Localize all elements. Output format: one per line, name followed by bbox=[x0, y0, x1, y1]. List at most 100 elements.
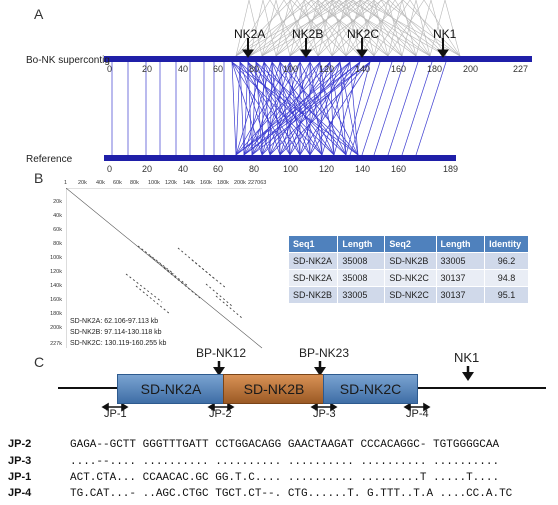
marker-nk2c: NK2C bbox=[347, 27, 380, 41]
synteny-link bbox=[247, 61, 347, 156]
panel-a-letter: A bbox=[34, 6, 44, 22]
table-cell: 33005 bbox=[436, 252, 486, 270]
synteny-plot bbox=[104, 0, 532, 161]
dot-xtick: 140k bbox=[183, 180, 195, 186]
alignment-row: JP-4 TG.CAT...- ..AGC.CTGC TGCT.CT--. CTG… bbox=[8, 487, 512, 500]
synteny-link bbox=[279, 61, 371, 156]
bottom-tick: 0 bbox=[107, 164, 113, 174]
table-cell: 30137 bbox=[436, 286, 486, 304]
top-contig-label: Bo-NK supercontig bbox=[26, 55, 110, 66]
top-tick: 40 bbox=[178, 64, 189, 74]
dot-segment bbox=[205, 283, 233, 307]
dot-xtick: 60k bbox=[113, 180, 122, 186]
alignment-row: JP-3 ....--.... .......... .......... ...… bbox=[8, 455, 499, 468]
synteny-link bbox=[309, 61, 371, 156]
reference-label: Reference bbox=[26, 154, 73, 165]
top-tick: 0 bbox=[107, 64, 113, 74]
table-cell: SD-NK2C bbox=[384, 286, 437, 304]
alignment-row: JP-2 GAGA--GCTT GGGTTTGATT CCTGGACAGG GAA… bbox=[8, 438, 499, 451]
top-tick: 60 bbox=[213, 64, 224, 74]
row-name: JP-1 bbox=[8, 471, 32, 483]
bottom-tick: 20 bbox=[142, 164, 153, 174]
dot-plot bbox=[66, 188, 263, 349]
top-tick: 227 bbox=[513, 64, 529, 74]
th-identity: Identity bbox=[484, 236, 529, 253]
table-cell: SD-NK2A bbox=[289, 269, 339, 287]
table-row: SD-NK2A 35008 SD-NK2B 33005 96.2 bbox=[289, 252, 529, 270]
self-alignment-line bbox=[331, 0, 403, 57]
dot-segment bbox=[191, 259, 227, 289]
bottom-tick: 80 bbox=[249, 164, 260, 174]
synteny-link bbox=[269, 61, 331, 156]
dot-ytick: 180k bbox=[50, 311, 62, 317]
self-alignment-line bbox=[317, 0, 389, 57]
self-alignment-line bbox=[331, 0, 361, 57]
dot-ytick: 20k bbox=[53, 199, 62, 205]
table-row: SD-NK2A 35008 SD-NK2C 30137 94.8 bbox=[289, 269, 529, 287]
marker-nk2b: NK2B bbox=[292, 27, 324, 41]
synteny-link bbox=[243, 61, 273, 156]
jp2-label: JP-2 bbox=[209, 408, 232, 420]
bottom-tick: 160 bbox=[391, 164, 407, 174]
synteny-link bbox=[243, 61, 361, 156]
dot-xtick: 20k bbox=[78, 180, 87, 186]
self-alignment-line bbox=[373, 0, 447, 57]
synteny-link bbox=[279, 61, 311, 156]
self-alignment-line bbox=[345, 0, 417, 57]
self-alignment-line bbox=[261, 0, 291, 57]
self-alignment-line bbox=[249, 0, 277, 57]
synteny-link bbox=[269, 61, 361, 156]
synteny-link bbox=[251, 61, 371, 156]
synteny-link bbox=[235, 61, 291, 156]
th-seq1: Seq1 bbox=[289, 236, 339, 253]
synteny-link bbox=[373, 61, 405, 156]
th-length2: Length bbox=[436, 236, 486, 253]
dot-ytick: 120k bbox=[50, 269, 62, 275]
bottom-tick: 60 bbox=[213, 164, 224, 174]
synteny-link bbox=[401, 61, 433, 156]
row-seq: GAGA--GCTT GGGTTTGATT CCTGGACAGG GAACTAA… bbox=[70, 439, 500, 451]
self-alignment-line bbox=[345, 0, 375, 57]
synteny-link bbox=[269, 61, 273, 156]
synteny-link bbox=[269, 61, 301, 156]
self-alignment-line bbox=[303, 0, 333, 57]
dot-xtick: 120k bbox=[165, 180, 177, 186]
synteny-link bbox=[321, 61, 351, 156]
self-alignment-line bbox=[373, 0, 403, 57]
synteny-link bbox=[361, 61, 393, 156]
row-name: JP-3 bbox=[8, 455, 32, 467]
dot-segment bbox=[149, 255, 189, 287]
synteny-link bbox=[251, 61, 257, 156]
synteny-link bbox=[239, 61, 245, 156]
table-cell: 35008 bbox=[337, 252, 386, 270]
jp3-label: JP-3 bbox=[313, 408, 336, 420]
dot-xtick: 100k bbox=[148, 180, 160, 186]
dot-segment bbox=[163, 267, 201, 299]
synteny-link bbox=[235, 61, 361, 156]
table-cell: 30137 bbox=[436, 269, 486, 287]
self-alignment-line bbox=[275, 0, 347, 57]
top-tick: 100 bbox=[283, 64, 299, 74]
self-alignment-line bbox=[317, 0, 347, 57]
self-alignment-line bbox=[261, 0, 333, 57]
nk1-arrow bbox=[462, 372, 474, 381]
self-alignment-line bbox=[289, 0, 319, 57]
top-tick: 80 bbox=[249, 64, 260, 74]
synteny-link bbox=[339, 61, 359, 156]
top-tick: 140 bbox=[355, 64, 371, 74]
info-nk2a: SD-NK2A: 62.106-97.113 kb bbox=[70, 318, 159, 325]
dot-xtick: 227063 bbox=[248, 180, 267, 186]
dot-ytick: 60k bbox=[53, 227, 62, 233]
synteny-link bbox=[235, 61, 241, 156]
bottom-tick: 40 bbox=[178, 164, 189, 174]
self-alignment-line bbox=[249, 0, 319, 57]
table-row: SD-NK2B 33005 SD-NK2C 30137 95.1 bbox=[289, 286, 529, 304]
synteny-link bbox=[251, 61, 341, 156]
synteny-link bbox=[333, 61, 361, 156]
self-alignment-line bbox=[249, 0, 361, 57]
dot-ytick: 100k bbox=[50, 255, 62, 261]
self-alignment-line bbox=[249, 0, 447, 57]
dot-xtick: 80k bbox=[130, 180, 139, 186]
dot-ytick: 160k bbox=[50, 297, 62, 303]
self-alignment-line bbox=[275, 0, 305, 57]
